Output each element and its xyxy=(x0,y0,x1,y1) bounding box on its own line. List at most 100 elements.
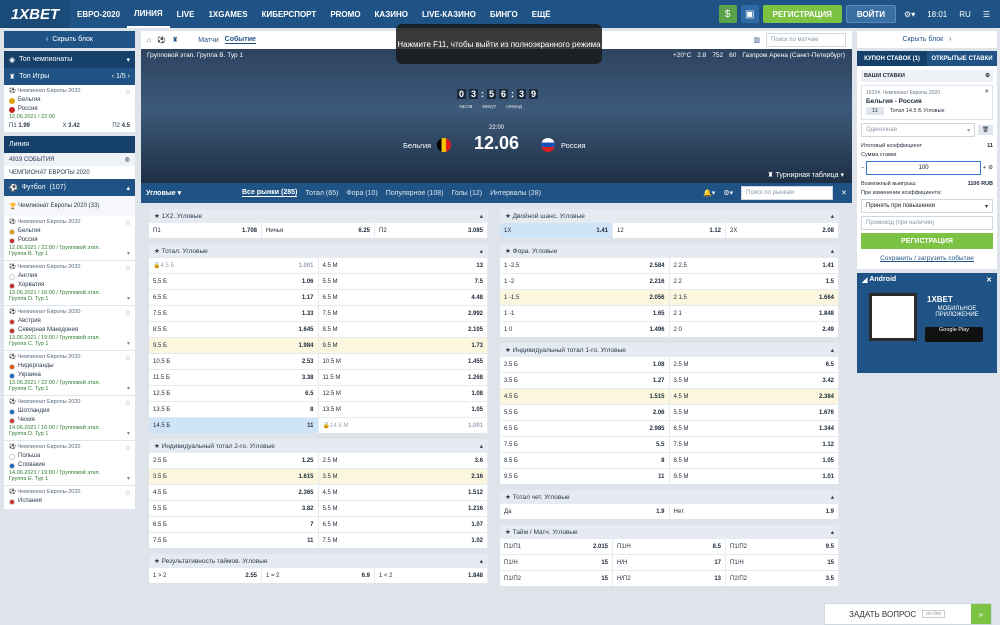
odd-cell[interactable]: 6.5 М 1.344 xyxy=(670,421,839,436)
odd-cell[interactable]: 2 2 1.5 xyxy=(670,274,839,289)
chevron-down-icon[interactable]: ▾ xyxy=(126,386,130,392)
odd-cell[interactable]: 13.5 М 1.05 xyxy=(319,402,488,417)
deposit-button[interactable]: $ xyxy=(718,5,737,23)
odd-cell[interactable]: Нет 1.9 xyxy=(670,504,839,519)
chart-icon[interactable]: ▥ xyxy=(753,37,760,44)
star-icon[interactable]: ★ xyxy=(505,346,511,354)
logo[interactable]: 1XBET xyxy=(0,0,70,28)
nav-item[interactable]: LIVE-КАЗИНО xyxy=(421,9,476,19)
football-header[interactable]: ⚽ Футбол (107) ▴ xyxy=(4,179,135,196)
odd-cell[interactable]: 1 > 2 2.55 xyxy=(149,568,262,583)
chevron-down-icon[interactable]: ▾ xyxy=(126,476,130,482)
odd-cell[interactable]: 5.5 М 7.5 xyxy=(319,274,488,289)
odd-cell[interactable]: П1/Н 15 xyxy=(726,555,839,570)
odd-cell[interactable]: 1 0 1.496 xyxy=(500,322,670,337)
ask-question-button[interactable]: ЗАДАТЬ ВОПРОС on-line» xyxy=(824,603,992,625)
market-header[interactable]: ★ Тотал. Угловые ▴ xyxy=(149,244,488,257)
odd-cell[interactable]: 12 1.12 xyxy=(613,223,726,238)
odd-p2[interactable]: П2 4.5 xyxy=(112,123,130,129)
login-button[interactable]: ВОЙТИ xyxy=(845,5,897,23)
match-item[interactable]: ⚽ Чемпионат Европы 2020 Австрия Северная… xyxy=(4,306,135,351)
register-button[interactable]: РЕГИСТРАЦИЯ xyxy=(762,5,842,23)
tab-bet-slip[interactable]: КУПОН СТАВОК (1) xyxy=(857,51,927,66)
odd-cell[interactable]: 2Х 2.08 xyxy=(726,223,839,238)
odd-cell[interactable]: 8.5 М 1.05 xyxy=(670,453,839,468)
star-icon[interactable]: ★ xyxy=(505,493,511,501)
market-header[interactable]: ★ Тотал чет. Угловые ▴ xyxy=(500,490,839,503)
tab-all-markets[interactable]: Все рынки (285) xyxy=(242,189,298,197)
nav-item[interactable]: КАЗИНО xyxy=(374,9,408,19)
odd-cell[interactable]: 7.5 М 2.992 xyxy=(319,306,488,321)
odd-cell[interactable]: 7.5 М 1.12 xyxy=(670,437,839,452)
hide-left-button[interactable]: ‹ Скрыть блок xyxy=(4,31,135,48)
market-header[interactable]: ★ Индивидуальный тотал 1-го. Угловые ▴ xyxy=(500,343,839,356)
star-icon[interactable]: ☆ xyxy=(124,490,131,497)
odd-cell[interactable]: 2 1 1.848 xyxy=(670,306,839,321)
odd-cell[interactable]: 1 -1.5 2.056 xyxy=(500,290,670,305)
odd-cell[interactable]: 6.5 М 4.48 xyxy=(319,290,488,305)
star-icon[interactable]: ☆ xyxy=(124,355,131,362)
minus-button[interactable]: − xyxy=(861,165,865,171)
odd-cell[interactable]: 1Х 1.41 xyxy=(500,223,613,238)
chevron-left-icon[interactable]: ‹ xyxy=(111,73,116,80)
settings-icon[interactable]: ⚙▾ xyxy=(723,190,734,197)
odd-cell[interactable]: 8.5 М 2.105 xyxy=(319,322,488,337)
odd-cell[interactable]: П1/Н 8.5 xyxy=(613,539,726,554)
odd-cell[interactable]: П1/Н 15 xyxy=(500,555,613,570)
odd-cell[interactable]: 7.5 Б 11 xyxy=(149,533,319,548)
coupon-register-button[interactable]: РЕГИСТРАЦИЯ xyxy=(861,233,993,249)
star-icon[interactable]: ☆ xyxy=(124,310,131,317)
odd-cell[interactable]: 5.5 Б 1.06 xyxy=(149,274,319,289)
match-item[interactable]: ⚽ Чемпионат Европы 2020 Шотландия Чехия … xyxy=(4,396,135,441)
standings-button[interactable]: ♜ Турнирная таблица ▾ xyxy=(767,172,844,179)
odd-cell[interactable]: 3.5 Б 1.27 xyxy=(500,373,670,388)
odd-cell[interactable]: П1/П1 2.015 xyxy=(500,539,613,554)
save-load-link[interactable]: Сохранить / загрузить событие xyxy=(880,255,974,262)
star-icon[interactable]: ☆ xyxy=(124,220,131,227)
market-header[interactable]: ★ 1Х2. Угловые ▴ xyxy=(149,209,488,222)
odd-cell[interactable]: 4.5 Б 1.515 xyxy=(500,389,670,404)
star-icon[interactable]: ☆ xyxy=(124,400,131,407)
market-header[interactable]: ★ Результативность таймов. Угловые ▴ xyxy=(149,554,488,567)
odd-cell[interactable]: 3.5 Б 1.615 xyxy=(149,469,319,484)
odd-cell[interactable]: 2.5 М 6.5 xyxy=(670,357,839,372)
odd-cell[interactable]: 8.5 Б 1.645 xyxy=(149,322,319,337)
odd-cell[interactable]: Да 1.9 xyxy=(500,504,670,519)
odd-cell[interactable]: 5.5 Б 3.82 xyxy=(149,501,319,516)
app-banner[interactable]: ◢ Android ✕ 1XBET МОБИЛЬНОЕ ПРИЛОЖЕНИЕ Go… xyxy=(857,273,997,373)
odd-cell[interactable]: 6.5 Б 1.17 xyxy=(149,290,319,305)
star-icon[interactable]: ☆ xyxy=(124,89,131,96)
close-icon[interactable]: ✕ xyxy=(984,89,989,95)
odd-cell[interactable]: 🔒 4.5 Б 1.001 xyxy=(149,258,319,273)
nav-item[interactable]: ЕВРО-2020 xyxy=(77,9,121,19)
stake-input[interactable]: 100 xyxy=(866,161,981,175)
tab-open-bets[interactable]: ОТКРЫТЫЕ СТАВКИ xyxy=(931,55,993,62)
odd-cell[interactable]: 11.5 М 1.268 xyxy=(319,370,488,385)
top-championships-header[interactable]: ◉ Топ чемпионаты ▾ xyxy=(4,51,135,68)
odd-cell[interactable]: 4.5 М 1.512 xyxy=(319,485,488,500)
market-header[interactable]: ★ Индивидуальный тотал 2-го. Угловые ▴ xyxy=(149,439,488,452)
odd-cell[interactable]: 4.5 Б 2.365 xyxy=(149,485,319,500)
odd-cell[interactable]: 7.5 Б 5.5 xyxy=(500,437,670,452)
nav-item[interactable]: PROMO xyxy=(330,9,361,19)
chevron-down-icon[interactable]: ▾ xyxy=(126,251,130,257)
settings-icon[interactable]: ⚙▾ xyxy=(904,9,916,19)
odd-cell[interactable]: 1 = 2 6.9 xyxy=(262,568,375,583)
odd-cell[interactable]: 7.5 М 1.02 xyxy=(319,533,488,548)
pager[interactable]: ‹ 1/5 › xyxy=(111,73,130,80)
tab-intervals[interactable]: Интервалы (28) xyxy=(490,189,541,197)
match-item[interactable]: ⚽ Чемпионат Европы 2020 Польша Словакия … xyxy=(4,441,135,486)
nav-item[interactable]: LIVE xyxy=(176,9,195,19)
tab-event[interactable]: Событие xyxy=(224,36,256,44)
tab-matches[interactable]: Матчи xyxy=(198,36,219,44)
plus-button[interactable]: + xyxy=(982,165,987,171)
tab-total[interactable]: Тотал (65) xyxy=(305,189,339,197)
collapse-icon[interactable]: ✕ xyxy=(841,190,847,197)
star-icon[interactable]: ★ xyxy=(154,247,160,255)
odd-cell[interactable]: 9.5 Б 11 xyxy=(500,469,670,484)
nav-item[interactable]: БИНГО xyxy=(489,9,518,19)
settings-icon[interactable]: ⚙ xyxy=(988,165,993,171)
chevron-down-icon[interactable]: ▾ xyxy=(126,296,130,302)
